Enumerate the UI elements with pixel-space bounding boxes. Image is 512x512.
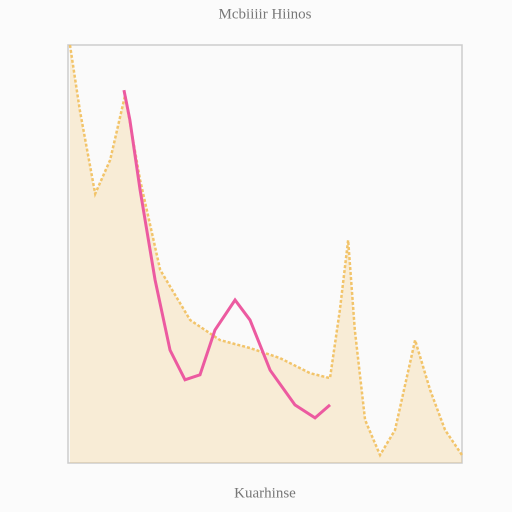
- x-axis-label: Kuarhinse: [234, 485, 296, 501]
- area: [69, 45, 462, 463]
- chart-title: Mcbiiiir Hiinos: [219, 6, 312, 22]
- line: [122, 89, 331, 420]
- plot-frame: [67, 44, 463, 464]
- line: [68, 44, 464, 458]
